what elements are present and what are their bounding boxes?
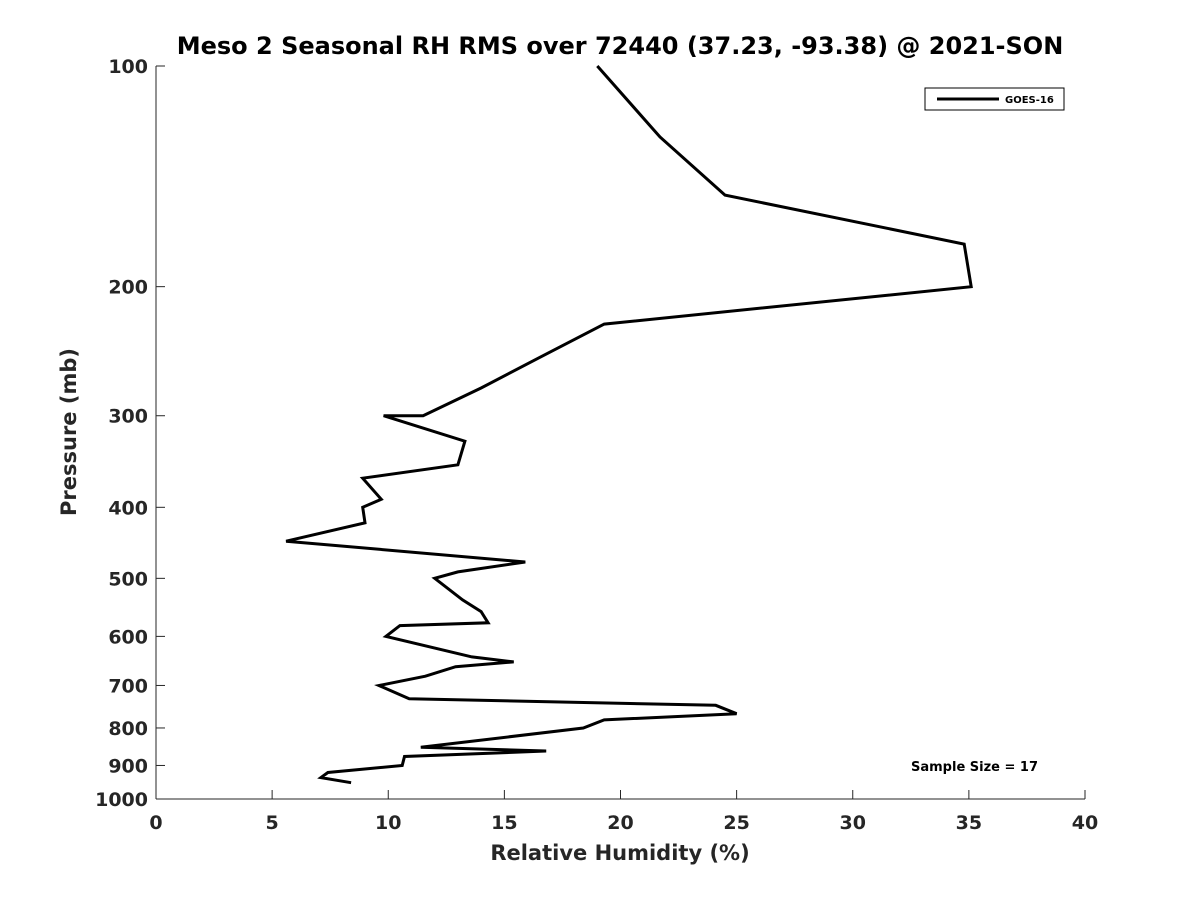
x-tick-label: 25 [723, 812, 749, 834]
series-group [285, 65, 973, 785]
legend: GOES-16 [924, 87, 1065, 111]
y-tick-label: 800 [108, 718, 148, 740]
y-tick-label: 400 [108, 497, 148, 519]
x-tick-label: 35 [956, 812, 982, 834]
y-tick-label: 1000 [95, 789, 148, 811]
sample-size-annotation: Sample Size = 17 [911, 760, 1038, 775]
chart-title: Meso 2 Seasonal RH RMS over 72440 (37.23… [177, 32, 1064, 60]
x-tick-label: 0 [149, 812, 162, 834]
series-line-goes-16 [285, 65, 973, 785]
x-axis-ticks: 0 5 10 15 20 25 30 35 40 [149, 790, 1098, 834]
y-tick-label: 500 [108, 568, 148, 590]
y-tick-label: 100 [108, 56, 148, 78]
y-axis-label: Pressure (mb) [57, 348, 81, 516]
x-tick-label: 20 [607, 812, 633, 834]
x-tick-label: 10 [375, 812, 401, 834]
x-tick-label: 15 [491, 812, 517, 834]
x-axis-label: Relative Humidity (%) [490, 841, 749, 865]
y-tick-label: 700 [108, 675, 148, 697]
y-axis-ticks: 100 200 300 400 500 600 700 800 900 1000 [95, 56, 165, 811]
x-tick-label: 5 [266, 812, 279, 834]
legend-label-goes-16: GOES-16 [1005, 95, 1054, 106]
y-tick-label: 600 [108, 626, 148, 648]
y-tick-label: 900 [108, 755, 148, 777]
x-tick-label: 30 [840, 812, 866, 834]
y-tick-label: 300 [108, 406, 148, 428]
y-tick-label: 200 [108, 277, 148, 299]
x-tick-label: 40 [1072, 812, 1098, 834]
